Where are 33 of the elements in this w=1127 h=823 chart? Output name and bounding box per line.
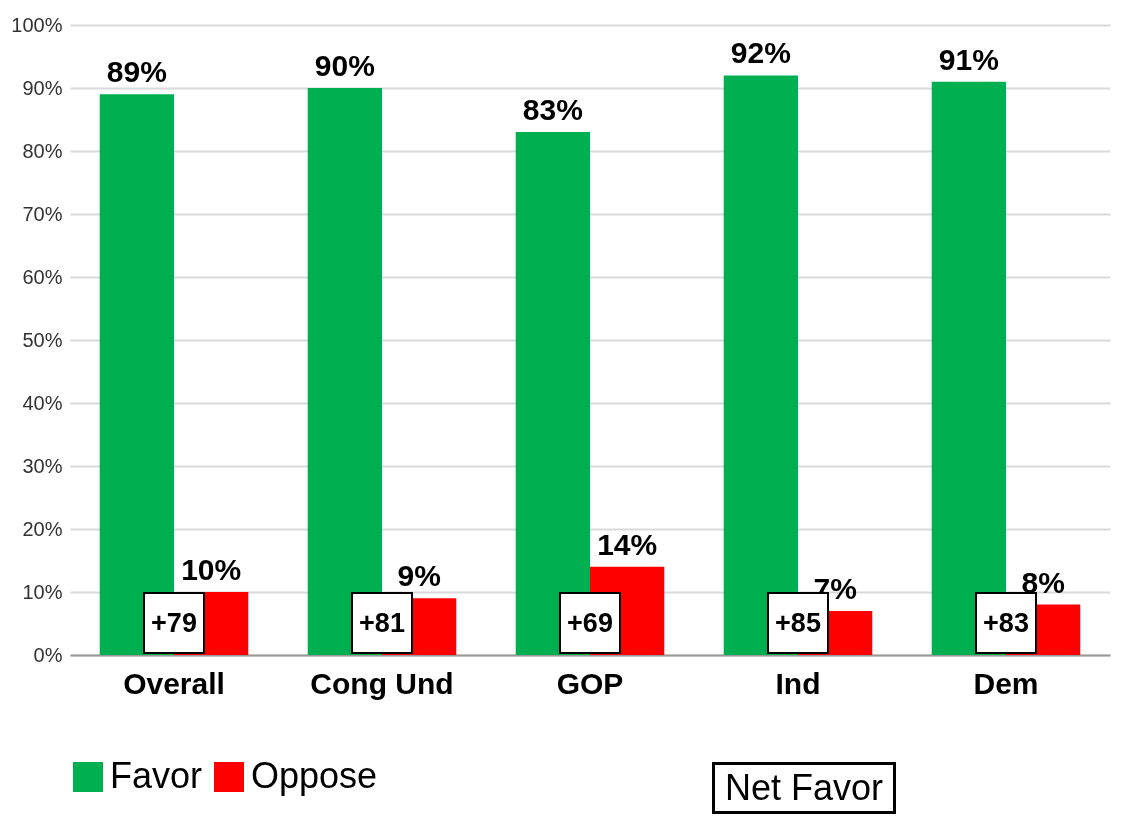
data-label: 91% (938, 42, 999, 76)
x-tick-label: GOP (556, 666, 624, 700)
y-tick-label: 0% (33, 643, 63, 666)
y-tick-label: 60% (22, 265, 63, 288)
data-label: 92% (730, 36, 791, 70)
annotation: +79 (151, 608, 197, 638)
y-tick-label: 100% (11, 13, 63, 36)
legend-label: Oppose (251, 755, 378, 796)
data-label: 83% (522, 93, 583, 127)
data-label: 8% (1021, 565, 1065, 599)
y-tick-label: 50% (22, 328, 63, 351)
y-tick-label: 90% (22, 76, 63, 99)
y-tick-label: 80% (22, 139, 63, 162)
y-tick-label: 20% (22, 517, 63, 540)
y-tick-label: 70% (22, 202, 63, 225)
legend-label: Favor (110, 755, 203, 796)
data-label: 89% (106, 55, 167, 89)
annotation: +83 (983, 608, 1029, 638)
data-label: 14% (597, 527, 658, 561)
x-tick-label: Cong Und (310, 666, 454, 700)
text: Net Favor (712, 762, 897, 814)
annotation: +81 (359, 608, 405, 638)
x-tick-label: Ind (775, 666, 821, 700)
data-label: 90% (314, 49, 375, 82)
annotation: +69 (567, 608, 613, 638)
x-tick-label: Overall (123, 666, 225, 700)
annotation: +85 (775, 608, 821, 638)
data-label: 10% (181, 553, 242, 586)
data-label: 9% (397, 559, 441, 593)
y-tick-label: 30% (22, 454, 63, 477)
y-tick-label: 10% (22, 580, 63, 603)
y-tick-label: 40% (22, 391, 63, 414)
x-tick-label: Dem (973, 666, 1039, 700)
